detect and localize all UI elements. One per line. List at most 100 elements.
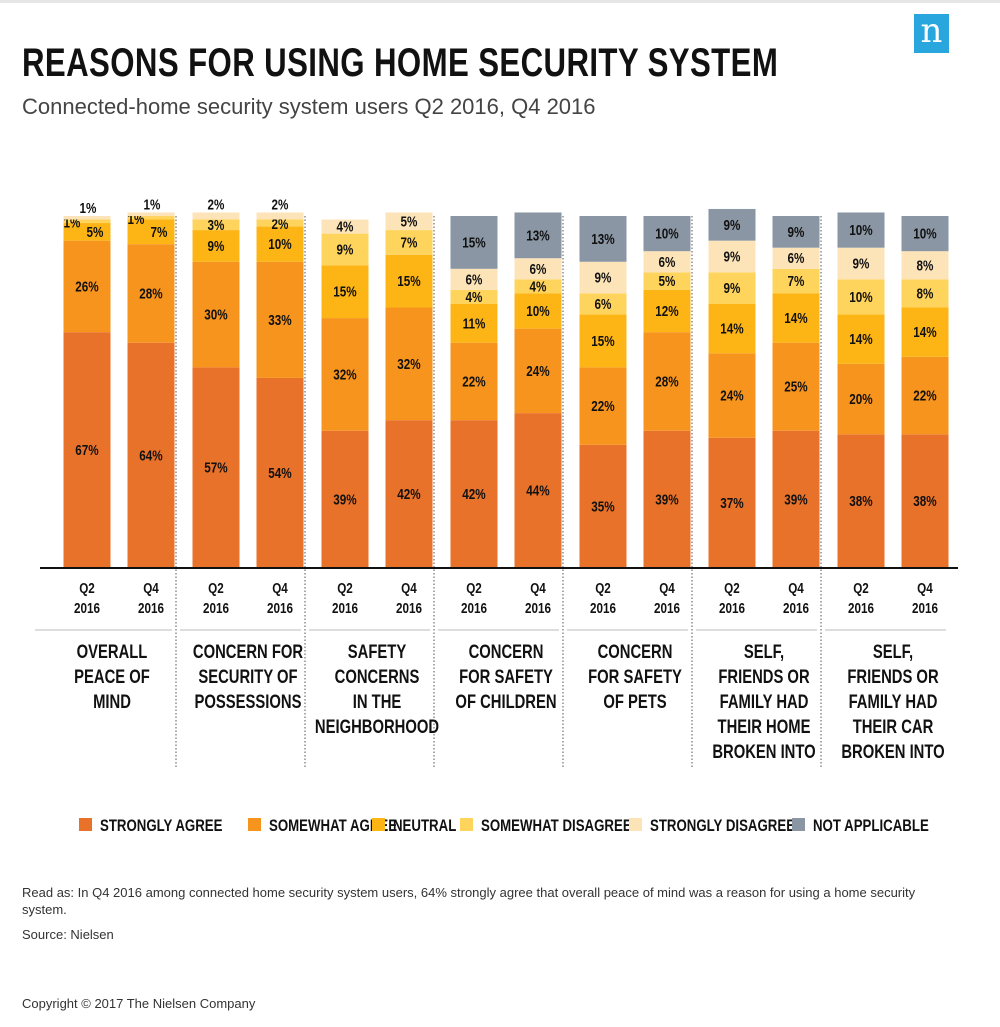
x-tick-label: 2016 [590,600,616,617]
data-label: 5% [87,223,104,240]
data-label: 15% [397,273,420,290]
x-tick-label: 2016 [783,600,809,617]
bar-segment [256,219,304,227]
bar-segment [579,444,627,568]
category-label: FRIENDS OR [718,666,809,687]
data-label: 10% [655,225,678,242]
bar-segment [901,356,949,435]
bar-segment [192,230,240,262]
data-label: 5% [401,213,418,230]
bar-segment [127,219,175,245]
legend-swatch [460,818,473,831]
data-label: 15% [462,234,485,251]
data-label: 64% [139,447,162,464]
category-label: IN THE [353,691,402,712]
bar-segment [772,216,820,248]
data-label: 28% [655,373,678,390]
data-label: 42% [462,486,485,503]
chart-title: REASONS FOR USING HOME SECURITY SYSTEM [22,41,779,85]
x-tick-label: Q4 [530,580,546,597]
bar-segment [772,342,820,431]
bar-segment [643,272,691,290]
category-label: BROKEN INTO [841,741,944,762]
data-label: 15% [333,283,356,300]
x-tick-label: Q4 [143,580,159,597]
bar-segment [837,212,885,248]
bar-segment [256,212,304,220]
bar-segment [708,272,756,304]
data-label: 2% [272,196,289,213]
data-label: 13% [526,227,549,244]
data-label: 20% [849,391,872,408]
x-tick-label: 2016 [719,600,745,617]
chart-subtitle: Connected-home security system users Q2 … [22,94,596,119]
x-tick-label: Q2 [79,580,95,597]
x-tick-label: Q2 [466,580,482,597]
data-label: 2% [272,216,289,233]
x-tick-label: Q2 [724,580,740,597]
bar-segment [708,304,756,354]
data-label: 8% [917,257,934,274]
category-label: CONCERNS [335,666,420,687]
bar-segment [579,314,627,368]
data-label: 33% [268,311,291,328]
data-label: 14% [913,324,936,341]
bar-segment [256,226,304,262]
bar-segment [579,293,627,315]
bar-segment [772,247,820,269]
bar-segment [772,268,820,294]
bar-segment [63,332,111,568]
data-label: 67% [75,442,98,459]
bar-segment [127,212,175,216]
bar-segment [385,254,433,308]
data-label: 4% [530,278,547,295]
category-label: OVERALL [77,641,148,662]
data-label: 1% [144,196,161,213]
data-label: 13% [591,230,614,247]
bar-segment [643,332,691,431]
data-label: 39% [333,491,356,508]
data-label: 11% [463,315,486,332]
bar-segment [385,230,433,255]
bar-segment [63,216,111,220]
data-label: 10% [849,222,872,239]
x-tick-label: 2016 [74,600,100,617]
category-label: OF PETS [603,691,666,712]
nielsen-logo: n [914,14,949,53]
x-tick-label: Q4 [917,580,933,597]
category-label: BROKEN INTO [712,741,815,762]
data-label: 22% [913,387,936,404]
data-label: 1% [80,200,97,217]
bar-segment [514,279,562,294]
bar-segment [127,216,175,220]
bar-segment [63,219,111,224]
category-label: NEIGHBORHOOD [315,716,439,737]
x-tick-label: 2016 [654,600,680,617]
data-label: 2% [208,196,225,213]
data-label: 32% [397,355,420,372]
x-tick-label: 2016 [332,600,358,617]
category-label: THEIR CAR [853,716,934,737]
bar-segment [450,304,498,343]
data-label: 12% [655,303,678,320]
legend-label: SOMEWHAT DISAGREE [481,817,632,836]
bar-segment [901,307,949,357]
legend-swatch [792,818,805,831]
data-label: 4% [337,218,354,235]
x-tick-label: Q2 [595,580,611,597]
x-tick-label: Q2 [208,580,224,597]
source-note: Source: Nielsen [22,927,114,942]
legend-swatch [79,818,92,831]
data-label: 57% [204,459,227,476]
data-label: 32% [333,366,356,383]
x-tick-label: 2016 [396,600,422,617]
bar-segment [63,240,111,333]
data-label: 6% [788,250,805,267]
data-label: 44% [526,482,549,499]
x-tick-label: Q4 [788,580,804,597]
data-label: 26% [75,278,98,295]
x-tick-label: Q4 [401,580,417,597]
data-label: 14% [784,310,807,327]
data-label: 6% [530,260,547,277]
legend-label: SOMEWHAT AGREE [269,817,397,836]
